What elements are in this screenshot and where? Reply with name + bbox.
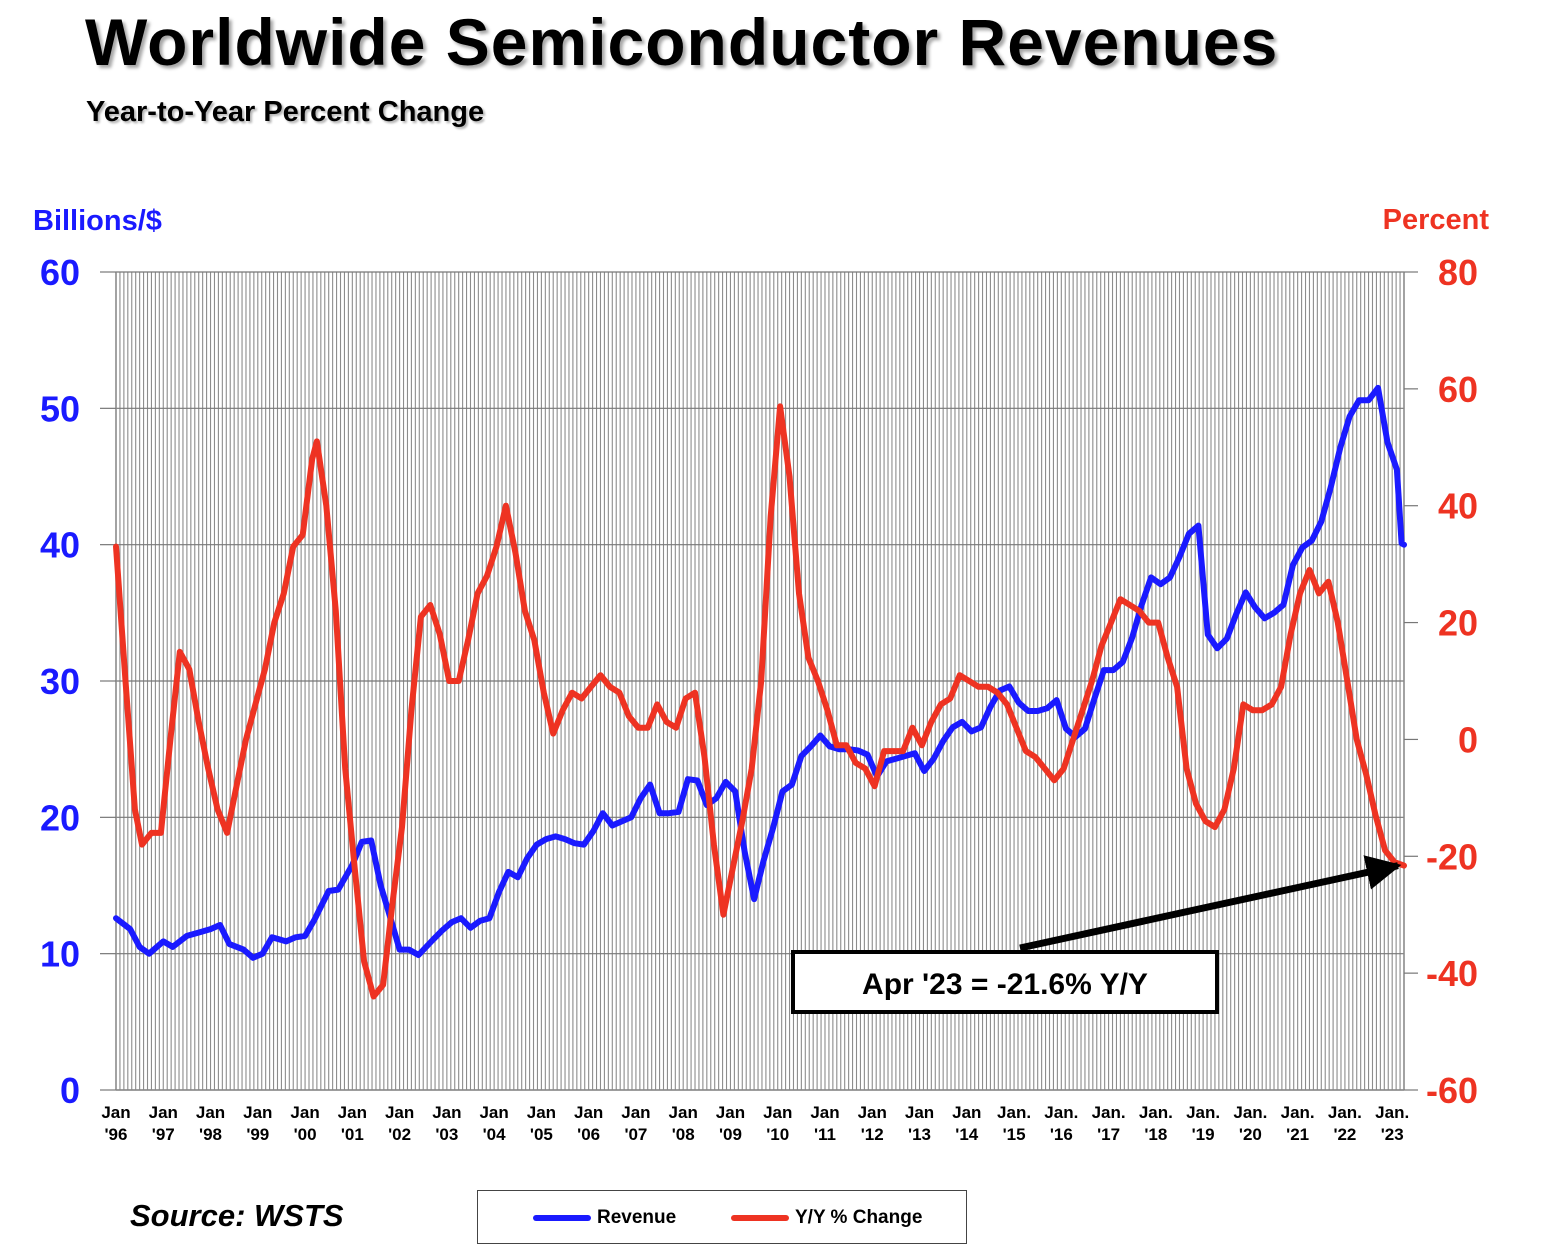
left-tick-label: 30	[40, 661, 80, 702]
x-tick-label-year: '97	[152, 1125, 175, 1144]
x-tick-label-month: Jan	[101, 1103, 130, 1122]
x-tick-label-month: Jan	[810, 1103, 839, 1122]
annotation-layer: Apr '23 = -21.6% Y/Y	[791, 855, 1402, 1014]
x-tick-label-year: '22	[1333, 1125, 1356, 1144]
annotation-text: Apr '23 = -21.6% Y/Y	[862, 968, 1148, 1001]
right-axis-label: Percent	[1383, 204, 1490, 236]
x-tick-label-month: Jan.	[1281, 1103, 1315, 1122]
x-tick-label-month: Jan	[716, 1103, 745, 1122]
x-tick-label-year: '03	[435, 1125, 458, 1144]
right-tick-label: 80	[1438, 252, 1478, 293]
x-tick-label-year: '20	[1239, 1125, 1262, 1144]
right-tick-label: -60	[1426, 1070, 1478, 1111]
right-tick-label: 20	[1438, 603, 1478, 644]
x-tick-label-year: '99	[246, 1125, 269, 1144]
x-tick-label-year: '12	[861, 1125, 884, 1144]
right-tick-label: -20	[1426, 836, 1478, 877]
left-tick-label: 50	[40, 388, 80, 429]
x-tick-label-month: Jan	[243, 1103, 272, 1122]
x-tick-label-year: '10	[766, 1125, 789, 1144]
x-tick-label-month: Jan	[669, 1103, 698, 1122]
x-tick-label-year: '14	[955, 1125, 978, 1144]
x-tick-label-month: Jan	[338, 1103, 367, 1122]
axes: 0 10 20 30 40 50 60 -60 -40 -20 0 20 40 60 80 Billions/…	[33, 204, 1489, 1144]
x-tick-label-month: Jan	[385, 1103, 414, 1122]
x-tick-label-year: '01	[341, 1125, 364, 1144]
x-tick-label-month: Jan	[858, 1103, 887, 1122]
left-tick-label: 40	[40, 525, 80, 566]
x-tick-label-month: Jan	[763, 1103, 792, 1122]
x-tick-label-month: Jan.	[1233, 1103, 1267, 1122]
x-tick-label-month: Jan	[196, 1103, 225, 1122]
x-tick-label-year: '00	[294, 1125, 317, 1144]
x-tick-label-year: '98	[199, 1125, 222, 1144]
right-tick-label: 40	[1438, 486, 1478, 527]
x-tick-label-month: Jan.	[1375, 1103, 1409, 1122]
x-tick-label-year: '18	[1144, 1125, 1167, 1144]
right-tick-label: 0	[1458, 719, 1478, 760]
x-tick-label-year: '13	[908, 1125, 931, 1144]
legend: Revenue Y/Y % Change	[477, 1190, 967, 1244]
x-tick-label-year: '17	[1097, 1125, 1120, 1144]
annotation-box	[791, 950, 1219, 1014]
x-tick-label-year: '15	[1003, 1125, 1026, 1144]
series-layer	[113, 384, 1407, 1000]
x-tick-label-month: Jan.	[1186, 1103, 1220, 1122]
x-tick-label-month: Jan.	[1044, 1103, 1078, 1122]
x-tick-label-month: Jan.	[1328, 1103, 1362, 1122]
legend-swatch-yoy	[731, 1215, 789, 1221]
legend-label-yoy: Y/Y % Change	[795, 1207, 923, 1228]
source-note: Source: WSTS	[130, 1198, 344, 1233]
legend-item-revenue: Revenue	[533, 1207, 676, 1229]
x-tick-label-year: '09	[719, 1125, 742, 1144]
x-tick-label-month: Jan	[149, 1103, 178, 1122]
x-tick-label-year: '02	[388, 1125, 411, 1144]
x-tick-label-month: Jan	[621, 1103, 650, 1122]
x-tick-label-year: '19	[1192, 1125, 1215, 1144]
x-tick-label-year: '06	[577, 1125, 600, 1144]
legend-swatch-revenue	[533, 1215, 591, 1221]
x-tick-label-year: '23	[1381, 1125, 1404, 1144]
right-tick-label: 60	[1438, 369, 1478, 410]
x-tick-label-month: Jan	[432, 1103, 461, 1122]
x-tick-label-year: '05	[530, 1125, 553, 1144]
x-tick-label-year: '11	[814, 1125, 836, 1144]
legend-label-revenue: Revenue	[597, 1207, 677, 1228]
x-tick-label-year: '04	[483, 1125, 506, 1144]
x-tick-label-year: '07	[624, 1125, 647, 1144]
left-tick-label: 20	[40, 797, 80, 838]
left-tick-label: 0	[60, 1070, 80, 1111]
x-tick-label-month: Jan	[574, 1103, 603, 1122]
chart-subtitle: Year-to-Year Percent Change	[86, 96, 485, 128]
yoy-change-line	[113, 403, 1407, 1000]
chart-title: Worldwide Semiconductor Revenues	[85, 5, 1279, 79]
x-tick-label-year: '16	[1050, 1125, 1073, 1144]
left-axis-label: Billions/$	[33, 205, 162, 237]
legend-item-yoy: Y/Y % Change	[731, 1207, 922, 1229]
annotation-arrow	[1019, 855, 1402, 952]
right-tick-label: -40	[1426, 953, 1478, 994]
x-tick-label-month: Jan	[527, 1103, 556, 1122]
x-tick-label-month: Jan	[952, 1103, 981, 1122]
x-tick-label-year: '08	[672, 1125, 695, 1144]
revenue-line	[113, 384, 1407, 961]
x-tick-label-month: Jan	[905, 1103, 934, 1122]
left-tick-label: 10	[40, 934, 80, 975]
x-tick-label-year: '96	[105, 1125, 128, 1144]
x-tick-label-month: Jan.	[1139, 1103, 1173, 1122]
left-tick-label: 60	[40, 252, 80, 293]
x-tick-label-month: Jan.	[997, 1103, 1031, 1122]
x-tick-label-month: Jan	[290, 1103, 319, 1122]
x-tick-label-year: '21	[1286, 1125, 1309, 1144]
x-tick-label-month: Jan	[479, 1103, 508, 1122]
x-tick-label-month: Jan.	[1092, 1103, 1126, 1122]
